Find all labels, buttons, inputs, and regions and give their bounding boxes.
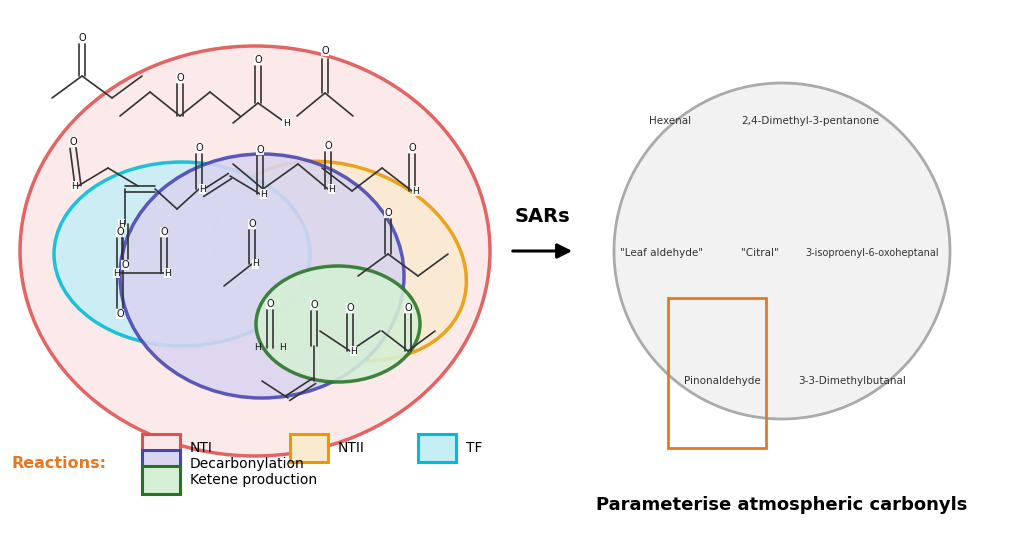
Text: O: O bbox=[408, 143, 416, 153]
Text: O: O bbox=[310, 300, 318, 310]
Bar bbox=[668, 298, 766, 448]
Text: NTI: NTI bbox=[190, 441, 213, 455]
Bar bbox=[290, 434, 328, 462]
Text: Ketene production: Ketene production bbox=[190, 473, 317, 487]
Ellipse shape bbox=[20, 46, 490, 456]
Text: "Citral": "Citral" bbox=[741, 248, 779, 258]
Ellipse shape bbox=[54, 162, 310, 346]
Text: H: H bbox=[118, 220, 125, 228]
Text: "Leaf aldehyde": "Leaf aldehyde" bbox=[621, 248, 703, 258]
Bar bbox=[142, 450, 180, 478]
Text: O: O bbox=[248, 219, 256, 229]
Text: H: H bbox=[412, 187, 419, 196]
Text: O: O bbox=[176, 73, 184, 83]
Text: SARs: SARs bbox=[514, 207, 570, 226]
Text: H: H bbox=[252, 259, 259, 269]
Text: O: O bbox=[69, 137, 77, 147]
Text: 3-isoproenyl-6-oxoheptanal: 3-isoproenyl-6-oxoheptanal bbox=[806, 248, 939, 258]
Ellipse shape bbox=[256, 266, 420, 382]
Text: O: O bbox=[116, 227, 124, 237]
Text: H: H bbox=[278, 344, 285, 353]
Text: H: H bbox=[199, 184, 206, 193]
Ellipse shape bbox=[213, 161, 466, 361]
Text: H: H bbox=[255, 344, 261, 353]
Text: O: O bbox=[346, 303, 354, 313]
Text: O: O bbox=[321, 46, 329, 56]
Text: O: O bbox=[384, 208, 392, 218]
Text: 2,4-Dimethyl-3-pentanone: 2,4-Dimethyl-3-pentanone bbox=[741, 116, 879, 126]
Text: Hexenal: Hexenal bbox=[649, 116, 691, 126]
Ellipse shape bbox=[120, 154, 404, 398]
Text: O: O bbox=[324, 141, 332, 151]
Text: O: O bbox=[266, 299, 274, 309]
Text: O: O bbox=[116, 309, 124, 319]
Circle shape bbox=[614, 83, 950, 419]
Text: Parameterise atmospheric carbonyls: Parameterise atmospheric carbonyls bbox=[596, 496, 967, 514]
Text: O: O bbox=[404, 303, 411, 313]
Text: O: O bbox=[256, 145, 264, 155]
Text: O: O bbox=[195, 143, 203, 153]
Text: Decarbonylation: Decarbonylation bbox=[190, 457, 305, 471]
Text: 3-3-Dimethylbutanal: 3-3-Dimethylbutanal bbox=[798, 376, 906, 386]
Text: H: H bbox=[350, 346, 357, 355]
Text: TF: TF bbox=[466, 441, 483, 455]
Text: H: H bbox=[328, 184, 334, 193]
Text: H: H bbox=[113, 269, 120, 278]
Text: H: H bbox=[282, 118, 290, 128]
Bar bbox=[142, 466, 180, 494]
Text: H: H bbox=[71, 182, 78, 190]
Text: O: O bbox=[161, 227, 168, 237]
Text: O: O bbox=[121, 260, 129, 270]
Bar bbox=[142, 434, 180, 462]
Text: H: H bbox=[164, 269, 171, 278]
Text: Pinonaldehyde: Pinonaldehyde bbox=[684, 376, 760, 386]
Text: O: O bbox=[78, 33, 85, 43]
Text: H: H bbox=[260, 190, 267, 198]
Text: Reactions:: Reactions: bbox=[12, 457, 107, 472]
Text: NTII: NTII bbox=[338, 441, 365, 455]
Bar bbox=[418, 434, 456, 462]
Text: O: O bbox=[254, 55, 262, 65]
